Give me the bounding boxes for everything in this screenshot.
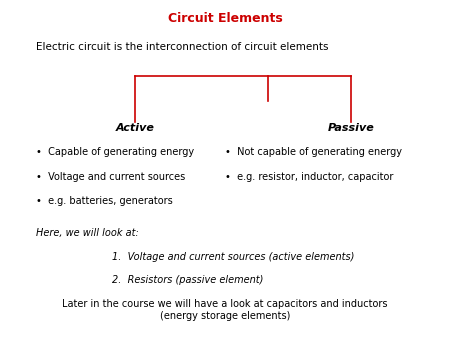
Text: •  e.g. batteries, generators: • e.g. batteries, generators [36, 196, 173, 207]
Text: 1.  Voltage and current sources (active elements): 1. Voltage and current sources (active e… [112, 252, 355, 262]
Text: Circuit Elements: Circuit Elements [167, 12, 283, 25]
Text: Electric circuit is the interconnection of circuit elements: Electric circuit is the interconnection … [36, 42, 328, 52]
Text: •  Capable of generating energy: • Capable of generating energy [36, 147, 194, 157]
Text: Passive: Passive [328, 123, 374, 134]
Text: •  Not capable of generating energy: • Not capable of generating energy [225, 147, 402, 157]
Text: Here, we will look at:: Here, we will look at: [36, 228, 139, 238]
Text: •  e.g. resistor, inductor, capacitor: • e.g. resistor, inductor, capacitor [225, 172, 393, 182]
Text: •  Voltage and current sources: • Voltage and current sources [36, 172, 185, 182]
Text: 2.  Resistors (passive element): 2. Resistors (passive element) [112, 275, 264, 285]
Text: Active: Active [116, 123, 154, 134]
Text: Later in the course we will have a look at capacitors and inductors
(energy stor: Later in the course we will have a look … [62, 299, 388, 321]
